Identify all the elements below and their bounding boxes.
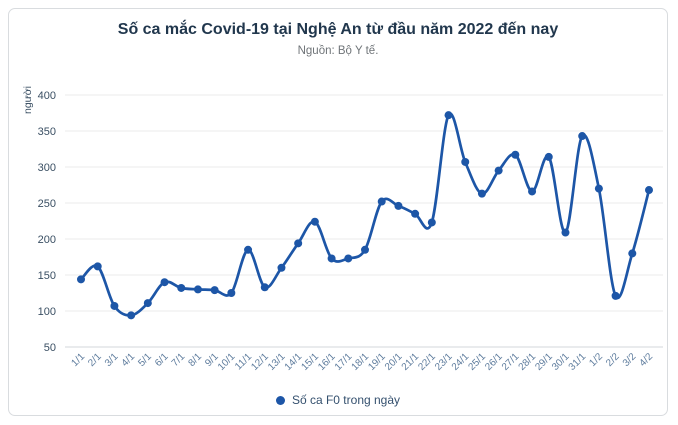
data-point[interactable] <box>210 286 219 295</box>
chart-title: Số ca mắc Covid-19 tại Nghệ An từ đầu nă… <box>117 21 559 38</box>
data-point[interactable] <box>143 299 152 308</box>
data-point[interactable] <box>427 218 436 227</box>
x-tick-label: 4/1 <box>120 351 138 369</box>
y-tick-label: 400 <box>38 90 56 102</box>
data-point[interactable] <box>511 150 520 159</box>
chart-card: Số ca mắc Covid-19 tại Nghệ An từ đầu nă… <box>8 8 668 416</box>
data-point[interactable] <box>377 197 386 206</box>
data-point[interactable] <box>127 311 136 320</box>
data-point[interactable] <box>244 245 253 254</box>
data-point[interactable] <box>645 186 653 195</box>
data-point[interactable] <box>611 291 620 300</box>
x-tick-label: 3/2 <box>621 351 639 369</box>
data-point[interactable] <box>461 157 470 166</box>
x-tick-label: 6/1 <box>153 351 171 369</box>
x-tick-label: 4/2 <box>638 351 656 369</box>
y-tick-label: 300 <box>38 162 56 174</box>
x-tick-label: 11/1 <box>233 351 254 372</box>
data-point[interactable] <box>411 209 420 218</box>
y-tick-label: 150 <box>38 270 56 282</box>
legend-item-f0[interactable]: Số ca F0 trong ngày <box>9 393 667 407</box>
data-point[interactable] <box>494 166 503 175</box>
data-point[interactable] <box>160 278 169 287</box>
data-point[interactable] <box>93 262 102 271</box>
x-tick-label: 1/1 <box>70 351 88 369</box>
chart-header: Số ca mắc Covid-19 tại Nghệ An từ đầu nă… <box>9 20 667 58</box>
data-point[interactable] <box>260 283 269 292</box>
data-point[interactable] <box>394 201 403 210</box>
y-tick-label: 50 <box>44 342 56 354</box>
data-point[interactable] <box>528 187 537 196</box>
legend-label: Số ca F0 trong ngày <box>291 393 401 407</box>
data-point[interactable] <box>227 289 236 297</box>
data-point[interactable] <box>361 245 369 254</box>
data-point[interactable] <box>327 254 336 263</box>
y-tick-label: 200 <box>38 234 56 246</box>
x-tick-label: 1/2 <box>587 351 605 369</box>
data-point[interactable] <box>477 189 486 198</box>
x-tick-label: 7/1 <box>170 351 188 369</box>
x-tick-label: 2/1 <box>86 351 104 369</box>
data-point[interactable] <box>77 275 85 284</box>
y-axis-title: người <box>22 86 34 114</box>
x-tick-label: 3/1 <box>103 351 121 369</box>
data-point[interactable] <box>277 263 286 272</box>
data-point[interactable] <box>110 301 119 310</box>
y-tick-label: 100 <box>38 306 56 318</box>
chart-subtitle: Nguồn: Bộ Y tế. <box>297 45 379 57</box>
data-point[interactable] <box>294 239 303 248</box>
data-point[interactable] <box>561 228 570 237</box>
data-point[interactable] <box>310 217 319 226</box>
x-tick-label: 2/2 <box>604 351 622 369</box>
legend-marker-icon <box>275 395 285 405</box>
data-point[interactable] <box>177 283 186 292</box>
x-tick-label: 5/1 <box>136 351 154 369</box>
x-tick-label: 8/1 <box>186 351 204 369</box>
data-point[interactable] <box>193 285 202 294</box>
data-point[interactable] <box>544 152 553 161</box>
data-point[interactable] <box>344 254 353 263</box>
y-tick-label: 350 <box>38 126 56 138</box>
data-point[interactable] <box>444 111 453 120</box>
data-point[interactable] <box>578 132 587 141</box>
y-tick-label: 250 <box>38 198 56 210</box>
x-tick-label: 31/1 <box>567 351 589 373</box>
plot-area-wrapper: người 400 350 300 250 200 150 100 50 1/1 2/1 3/1 4/… <box>9 60 667 390</box>
data-point[interactable] <box>628 249 637 258</box>
data-point[interactable] <box>594 184 603 193</box>
